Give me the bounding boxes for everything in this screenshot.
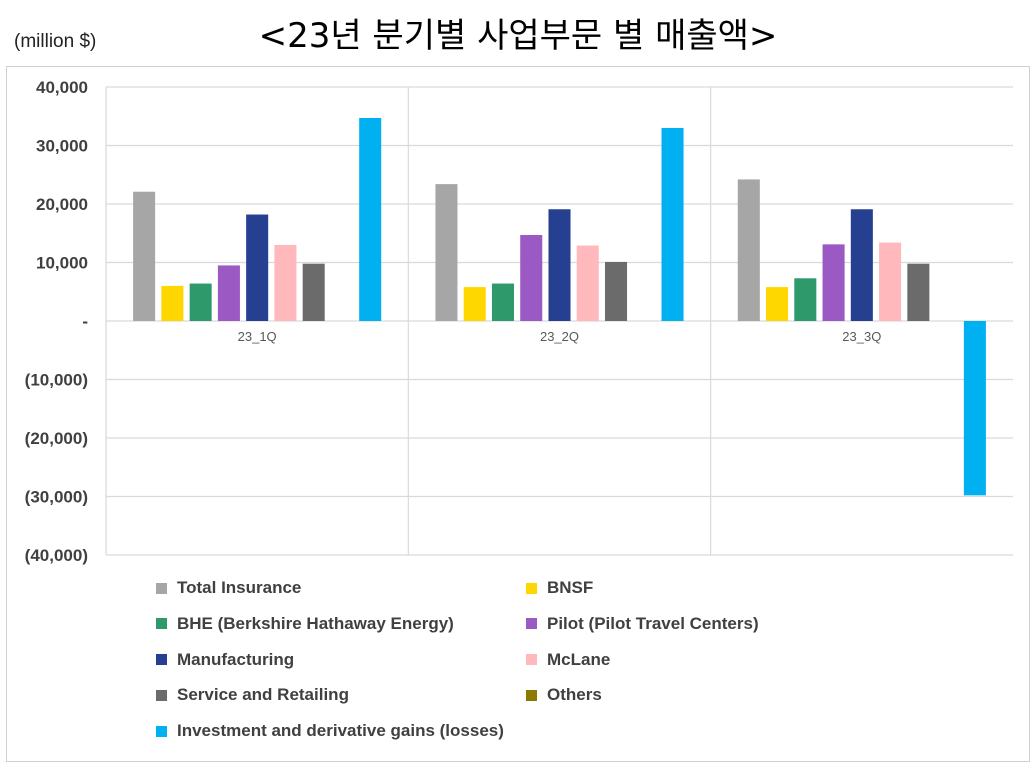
bar-pilot-pilot-travel-centers-23_1q	[217, 265, 240, 321]
legend-label: BNSF	[547, 578, 594, 597]
legend-label: Pilot (Pilot Travel Centers)	[547, 613, 759, 633]
bar-pilot-pilot-travel-centers-23_3q	[822, 244, 845, 321]
y-tick-label: (30,000)	[25, 488, 88, 507]
legend-label: Investment and derivative gains (losses)	[177, 721, 504, 741]
bar-bhe-berkshire-hathaway-energy-23_2q	[491, 283, 515, 321]
bar-bhe-berkshire-hathaway-energy-23_3q	[794, 278, 817, 321]
bar-mclane-23_2q	[576, 245, 599, 321]
legend-label: Total Insurance	[177, 578, 302, 597]
y-tick-label: (20,000)	[25, 429, 88, 448]
y-tick-label: 40,000	[36, 78, 88, 97]
bar-investment-and-derivative-gains-losses-23_1q	[359, 118, 382, 321]
legend-swatch	[156, 582, 167, 594]
legend-item: Total Insurance	[156, 578, 301, 598]
bar-total-insurance-23_3q	[737, 179, 760, 321]
bar-investment-and-derivative-gains-losses-23_3q	[963, 321, 986, 496]
bar-bhe-berkshire-hathaway-energy-23_1q	[189, 283, 212, 321]
bar-mclane-23_1q	[274, 244, 297, 321]
x-category-label: 23_3Q	[842, 329, 881, 344]
x-category-label: 23_1Q	[238, 329, 277, 344]
legend-label: McLane	[547, 649, 611, 669]
y-tick-label: (40,000)	[25, 546, 88, 565]
legend-item: Service and Retailing	[156, 685, 349, 705]
y-tick-label: (10,000)	[25, 371, 88, 390]
legend-label: Manufacturing	[177, 649, 295, 669]
legend-label: Others	[547, 685, 602, 705]
bar-pilot-pilot-travel-centers-23_2q	[520, 235, 543, 321]
unit-label: (million $)	[14, 31, 97, 52]
legend-swatch	[156, 618, 167, 630]
bar-bnsf-23_3q	[766, 287, 789, 321]
y-axis-ticks: 40,000 30,000 20,000 10,000 - (10,000) (20,000…	[25, 78, 88, 565]
bar-manufacturing-23_3q	[850, 209, 873, 321]
legend-item: BNSF	[526, 578, 593, 598]
legend-swatch	[526, 654, 537, 666]
legend-label: Service and Retailing	[177, 685, 349, 705]
legend-item: Investment and derivative gains (losses)	[156, 721, 504, 741]
y-tick-label: 20,000	[36, 195, 88, 214]
bar-manufacturing-23_1q	[246, 214, 269, 321]
bar-service-and-retailing-23_3q	[907, 263, 930, 321]
bar-investment-and-derivative-gains-losses-23_2q	[661, 127, 684, 321]
bar-manufacturing-23_2q	[548, 209, 571, 321]
legend-swatch	[156, 689, 167, 701]
legend-item: Others	[526, 685, 602, 705]
legend-label: BHE (Berkshire Hathaway Energy)	[177, 613, 454, 633]
x-category-label: 23_2Q	[540, 329, 579, 344]
chart-frame	[6, 66, 1030, 762]
bar-total-insurance-23_1q	[133, 191, 156, 321]
x-axis-categories: 23_1Q 23_2Q 23_3Q	[238, 329, 882, 344]
legend-item: Manufacturing	[156, 650, 294, 670]
legend-swatch	[526, 689, 537, 701]
bar-bnsf-23_1q	[161, 285, 184, 321]
y-tick-label: 30,000	[36, 137, 88, 156]
bar-service-and-retailing-23_2q	[604, 261, 628, 321]
legend-item: Pilot (Pilot Travel Centers)	[526, 614, 759, 634]
bar-service-and-retailing-23_1q	[302, 263, 325, 321]
y-tick-label: 10,000	[36, 254, 88, 273]
legend-item: BHE (Berkshire Hathaway Energy)	[156, 614, 454, 634]
legend-swatch	[526, 582, 537, 594]
chart-title: <23년 분기별 사업부문 별 매출액>	[258, 16, 778, 56]
bar-total-insurance-23_2q	[435, 184, 458, 321]
legend-swatch	[526, 618, 537, 630]
y-tick-label: -	[82, 312, 88, 331]
legend-swatch	[156, 654, 167, 666]
bars	[133, 118, 986, 496]
bar-mclane-23_3q	[879, 242, 902, 321]
bar-bnsf-23_2q	[463, 287, 486, 321]
legend-item: McLane	[526, 650, 610, 670]
legend-swatch	[156, 725, 167, 737]
